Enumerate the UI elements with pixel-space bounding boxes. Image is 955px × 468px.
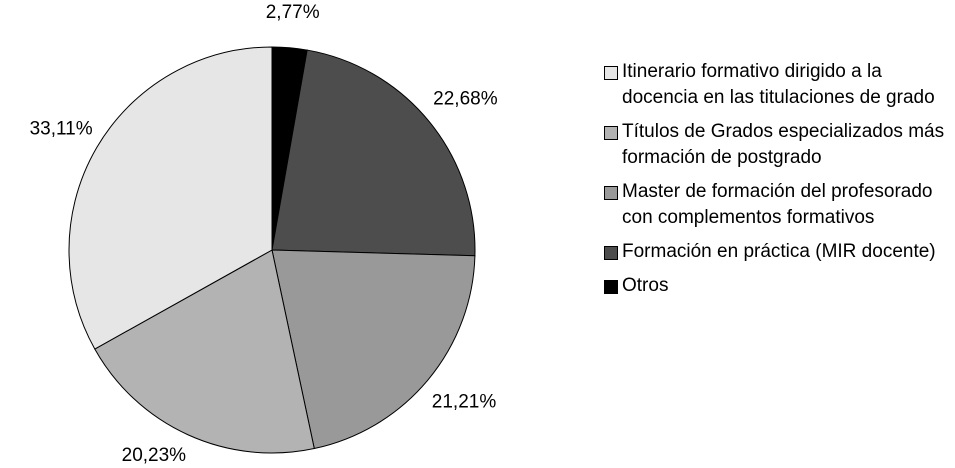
data-label: 22,68% [433,89,498,110]
legend-item: Formación en práctica (MIR docente) [604,239,955,265]
legend-swatch [604,126,618,140]
data-label: 2,77% [266,2,320,23]
legend: Itinerario formativo dirigido a la docen… [604,59,955,307]
legend-item: Itinerario formativo dirigido a la docen… [604,59,955,111]
data-label: 20,23% [122,445,187,466]
legend-swatch [604,66,618,80]
legend-label: Master de formación del profesorado con … [622,181,933,228]
pie-slice [68,46,273,350]
data-label: 21,21% [432,391,497,412]
data-label: 33,11% [30,119,93,140]
pie-slice [94,249,315,454]
pie-slice [271,249,476,450]
legend-swatch [604,280,618,294]
legend-swatch [604,246,618,260]
legend-item: Master de formación del profesorado con … [604,179,955,231]
legend-item: Títulos de Grados especializados más for… [604,119,955,171]
legend-label: Itinerario formativo dirigido a la docen… [622,61,935,108]
legend-label: Títulos de Grados especializados más for… [622,121,945,168]
legend-label: Otros [622,275,669,296]
legend-item: Otros [604,273,955,299]
legend-label: Formación en práctica (MIR docente) [622,241,936,262]
pie-slice [271,49,476,257]
legend-swatch [604,186,618,200]
